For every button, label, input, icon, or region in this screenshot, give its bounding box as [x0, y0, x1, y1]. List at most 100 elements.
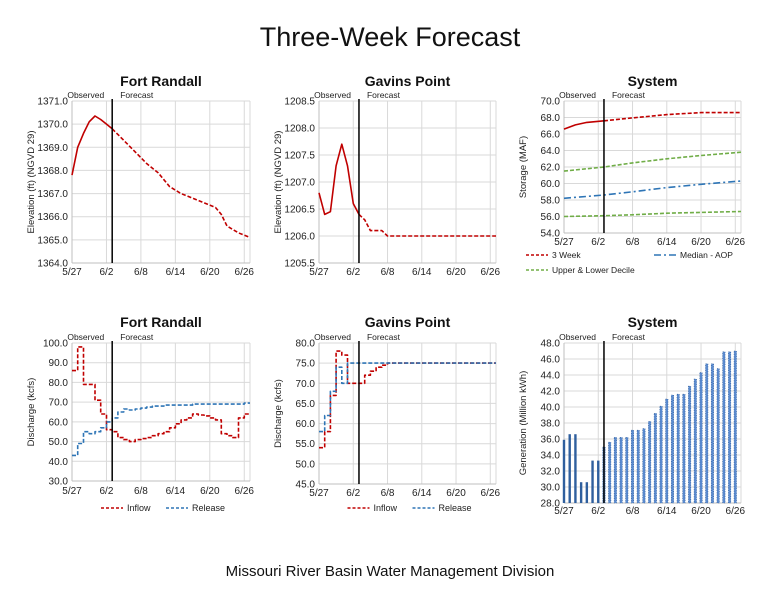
- bar: [676, 393, 680, 504]
- bar: [608, 441, 612, 504]
- y-tick-label: 40.0: [541, 403, 561, 414]
- observed-label: Observed: [67, 90, 104, 100]
- forecast-label: Forecast: [612, 332, 646, 342]
- x-tick-label: 6/26: [481, 267, 501, 278]
- y-tick-label: 38.0: [541, 419, 561, 430]
- y-tick-label: 30.0: [49, 477, 69, 488]
- y-tick-label: 34.0: [541, 451, 561, 462]
- series-line: [318, 143, 360, 216]
- x-tick-label: 6/26: [726, 506, 746, 517]
- observed-label: Observed: [67, 332, 104, 342]
- x-tick-label: 6/8: [381, 488, 395, 499]
- y-tick-label: 32.0: [541, 467, 561, 478]
- chart-title: Gavins Point: [365, 314, 451, 330]
- y-tick-label: 70.0: [541, 97, 561, 108]
- bar: [585, 482, 589, 503]
- x-tick-label: 6/14: [412, 488, 432, 499]
- forecast-label: Forecast: [120, 90, 154, 100]
- x-tick-label: 5/27: [309, 267, 329, 278]
- y-tick-label: 68.0: [541, 113, 561, 124]
- chart-gp-elev: Gavins Point 1205.5 1206.0 1206.5 1207.0 1207…: [273, 73, 500, 278]
- y-tick-label: 80.0: [49, 378, 69, 389]
- x-tick-label: 6/26: [235, 267, 255, 278]
- chart-title: Gavins Point: [365, 73, 451, 89]
- x-tick-label: 6/20: [691, 237, 711, 248]
- chart-title: System: [628, 73, 678, 89]
- bar: [636, 429, 640, 504]
- bar: [579, 482, 583, 503]
- chart-title: Fort Randall: [120, 73, 202, 89]
- chart-title: System: [628, 314, 678, 330]
- y-tick-label: 40.0: [49, 457, 69, 468]
- bar: [722, 351, 726, 504]
- x-tick-label: 6/8: [381, 267, 395, 278]
- y-tick-label: 1371.0: [37, 97, 68, 108]
- x-tick-label: 6/2: [346, 488, 360, 499]
- y-tick-label: 28.0: [541, 499, 561, 510]
- x-tick-label: 5/27: [62, 267, 82, 278]
- y-tick-label: 50.0: [49, 437, 69, 448]
- bar: [653, 413, 657, 504]
- y-tick-label: 70.0: [296, 379, 316, 390]
- x-tick-label: 6/20: [446, 267, 466, 278]
- y-tick-label: 75.0: [296, 359, 316, 370]
- bar: [642, 428, 646, 504]
- bar: [710, 363, 714, 504]
- y-tick-label: 36.0: [541, 435, 561, 446]
- x-tick-label: 6/14: [657, 506, 677, 517]
- legend-label: Inflow: [374, 503, 398, 513]
- x-tick-label: 6/14: [166, 267, 186, 278]
- legend-label: Median - AOP: [680, 250, 733, 260]
- y-tick-label: 70.0: [49, 398, 69, 409]
- series-line: [319, 362, 496, 433]
- x-tick-label: 5/27: [309, 488, 329, 499]
- page-title: Three-Week Forecast: [259, 22, 521, 52]
- x-tick-label: 6/26: [481, 488, 501, 499]
- y-tick-label: 66.0: [541, 130, 561, 141]
- legend-label: Release: [192, 503, 225, 513]
- x-tick-label: 6/8: [134, 486, 148, 497]
- forecast-label: Forecast: [367, 332, 401, 342]
- bar: [625, 437, 629, 504]
- series-line: [603, 111, 741, 122]
- y-axis-label: Elevation (ft) (NGVD 29): [26, 131, 37, 234]
- bar: [699, 372, 703, 504]
- forecast-label: Forecast: [120, 332, 154, 342]
- x-tick-label: 6/8: [626, 237, 640, 248]
- bar: [670, 394, 674, 504]
- bar: [574, 434, 577, 503]
- y-tick-label: 60.0: [49, 417, 69, 428]
- x-tick-label: 5/27: [62, 486, 82, 497]
- x-tick-label: 6/20: [200, 267, 220, 278]
- observed-label: Observed: [314, 332, 351, 342]
- y-axis-label: Discharge (kcfs): [26, 378, 37, 447]
- y-tick-label: 100.0: [43, 339, 68, 350]
- y-tick-label: 1206.0: [284, 232, 315, 243]
- x-tick-label: 5/27: [554, 237, 574, 248]
- y-tick-label: 55.0: [296, 439, 316, 450]
- legend-label: Release: [439, 503, 472, 513]
- y-tick-label: 1208.0: [284, 124, 315, 135]
- observed-label: Observed: [559, 90, 596, 100]
- chart-title: Fort Randall: [120, 314, 202, 330]
- legend-label: Inflow: [127, 503, 151, 513]
- y-tick-label: 56.0: [541, 212, 561, 223]
- bar: [613, 437, 617, 504]
- y-tick-label: 1208.5: [284, 97, 315, 108]
- y-tick-label: 1207.0: [284, 178, 315, 189]
- x-tick-label: 6/2: [591, 237, 605, 248]
- y-tick-label: 44.0: [541, 371, 561, 382]
- bar: [562, 439, 566, 503]
- series-line: [563, 120, 605, 130]
- x-tick-label: 6/20: [446, 488, 466, 499]
- chart-sys-storage: System 54.0 56.0 58.0 60.0 62.0 64.0 66.0 68.0 70…: [518, 73, 745, 275]
- y-tick-label: 90.0: [49, 358, 69, 369]
- y-tick-label: 50.0: [296, 459, 316, 470]
- y-tick-label: 1365.0: [37, 235, 68, 246]
- legend-label: Upper & Lower Decile: [552, 265, 635, 275]
- bar: [619, 437, 623, 504]
- y-tick-label: 1207.5: [284, 151, 315, 162]
- chart-sys-gen: System 28.0 30.0 32.0 34.0 36.0 38.0 40.0 42.0 44…: [518, 314, 745, 517]
- x-tick-label: 6/26: [726, 237, 746, 248]
